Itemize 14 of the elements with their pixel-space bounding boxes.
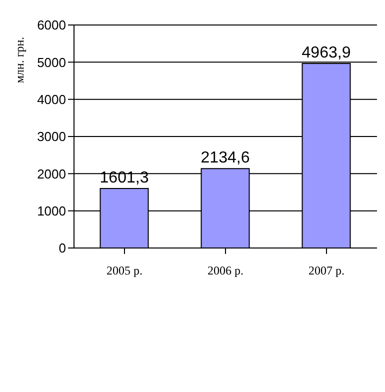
y-tick-label: 6000 (37, 18, 66, 33)
y-tick-label: 5000 (37, 54, 66, 70)
data-label: 2134,6 (200, 150, 250, 167)
y-tick-label: 4000 (37, 92, 66, 107)
data-label: 1601,3 (100, 169, 149, 186)
y-tick-label: 2000 (37, 166, 66, 182)
x-tick-label: 2007 р. (308, 264, 344, 278)
y-axis-title: млн. грн. (12, 36, 27, 84)
data-label: 4963,9 (302, 44, 351, 62)
y-tick-label: 1000 (37, 203, 66, 218)
y-tick-label: 3000 (37, 129, 66, 144)
x-tick-label: 2005 р. (106, 264, 142, 278)
y-tick-label: 0 (58, 240, 66, 256)
x-tick-label: 2006 р. (208, 264, 244, 278)
